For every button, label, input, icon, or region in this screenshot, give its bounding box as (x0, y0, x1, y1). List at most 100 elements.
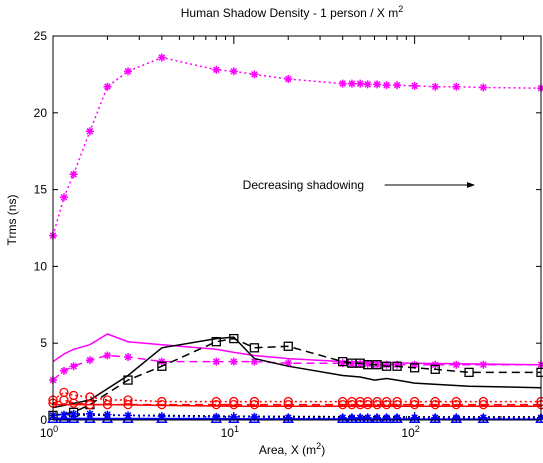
data-point-star (157, 412, 166, 421)
plot-frame (52, 35, 542, 421)
data-point-star (363, 359, 372, 368)
data-point-square (338, 356, 348, 367)
data-point-circle (283, 399, 293, 410)
data-point-square (229, 333, 239, 344)
y-axis-label: Trms (ns) (5, 195, 19, 246)
data-point-square (157, 361, 167, 371)
series-line (52, 399, 541, 406)
data-point-triangle (391, 412, 403, 423)
series-line (53, 403, 541, 407)
data-point-triangle (361, 412, 374, 423)
data-point-star (410, 413, 419, 422)
data-point-star (410, 360, 419, 369)
series (52, 413, 541, 418)
data-point-star (229, 67, 238, 76)
data-point-square (409, 363, 420, 373)
x-axis-label: Area, X (m2) (259, 441, 325, 457)
data-point-star (452, 360, 461, 369)
data-point-square (464, 367, 474, 378)
series (52, 336, 542, 409)
data-point-star (85, 127, 94, 136)
data-point-square (283, 341, 293, 351)
data-point-triangle (58, 412, 70, 423)
data-point-triangle (67, 412, 80, 423)
data-point-square (392, 361, 402, 371)
data-point-triangle (84, 412, 96, 423)
data-point-triangle (282, 412, 295, 423)
data-point-star (537, 360, 543, 369)
data-point-star (229, 412, 238, 421)
data-point-star (124, 67, 133, 76)
data-point-circle (409, 399, 420, 410)
data-point-circle (478, 399, 489, 410)
data-point-circle (59, 387, 69, 398)
data-point-star (338, 413, 347, 422)
y-tick-label: 15 (34, 183, 48, 197)
data-point-triangle (101, 412, 114, 423)
axis-ticks: 0 5 10 15 20 25 100 101 102 (34, 29, 542, 440)
data-point-star (393, 413, 402, 422)
data-point-star (85, 356, 94, 365)
y-tick-label: 25 (34, 29, 48, 43)
x-tick-label: 102 (401, 424, 419, 440)
data-point-circle (59, 395, 69, 405)
data-point-circle (123, 395, 133, 405)
data-point-star (373, 80, 382, 89)
y-tick-label: 20 (34, 106, 48, 120)
x-tick-label: 101 (221, 424, 239, 440)
data-point-star (356, 413, 365, 422)
data-point-circle (123, 399, 133, 410)
data-point-triangle (210, 412, 223, 423)
data-point-triangle (429, 412, 442, 423)
data-point-star (284, 359, 293, 368)
data-point-star (382, 81, 391, 90)
data-point-circle (338, 399, 348, 410)
data-point-circle (249, 399, 260, 410)
data-point-star (382, 360, 391, 369)
series (48, 395, 543, 410)
data-point-triangle (371, 412, 383, 423)
y-tick-label: 0 (40, 413, 47, 427)
data-point-square (381, 361, 392, 371)
data-point-triangle (535, 412, 543, 423)
data-point-star (393, 360, 402, 369)
data-point-square (372, 360, 382, 370)
data-point-star (373, 413, 382, 422)
data-point-star (59, 193, 68, 202)
data-point-circle (85, 399, 95, 410)
data-point-star (537, 84, 543, 93)
series (53, 403, 541, 407)
data-point-triangle (354, 412, 366, 423)
annotation-text: Decreasing shadowing (243, 178, 364, 192)
data-point-star (338, 79, 347, 88)
data-point-star (59, 366, 68, 375)
series-line (52, 391, 541, 403)
series-line (52, 336, 542, 409)
data-point-star (431, 82, 440, 91)
data-point-star (479, 83, 488, 92)
data-point-circle (430, 399, 440, 410)
data-point-star (393, 81, 402, 90)
data-point-star (479, 413, 488, 422)
data-point-circle (392, 399, 402, 410)
data-point-circle (363, 399, 373, 410)
x-tick-label: 100 (40, 424, 58, 440)
series (48, 387, 543, 407)
data-point-star (452, 413, 461, 422)
data-point-square (430, 364, 440, 374)
data-point-square (249, 343, 260, 353)
data-point-star (338, 359, 347, 368)
data-point-triangle (156, 412, 168, 423)
data-point-star (250, 70, 259, 79)
data-point-star (124, 353, 133, 362)
data-point-star (431, 413, 440, 422)
data-point-square (211, 337, 221, 347)
data-point-triangle (477, 412, 490, 423)
data-point-circle (381, 399, 392, 410)
data-point-star (284, 75, 293, 84)
data-point-star (347, 79, 356, 88)
data-point-star (250, 412, 259, 421)
data-point-circle (372, 399, 382, 410)
data-point-triangle (47, 412, 59, 423)
